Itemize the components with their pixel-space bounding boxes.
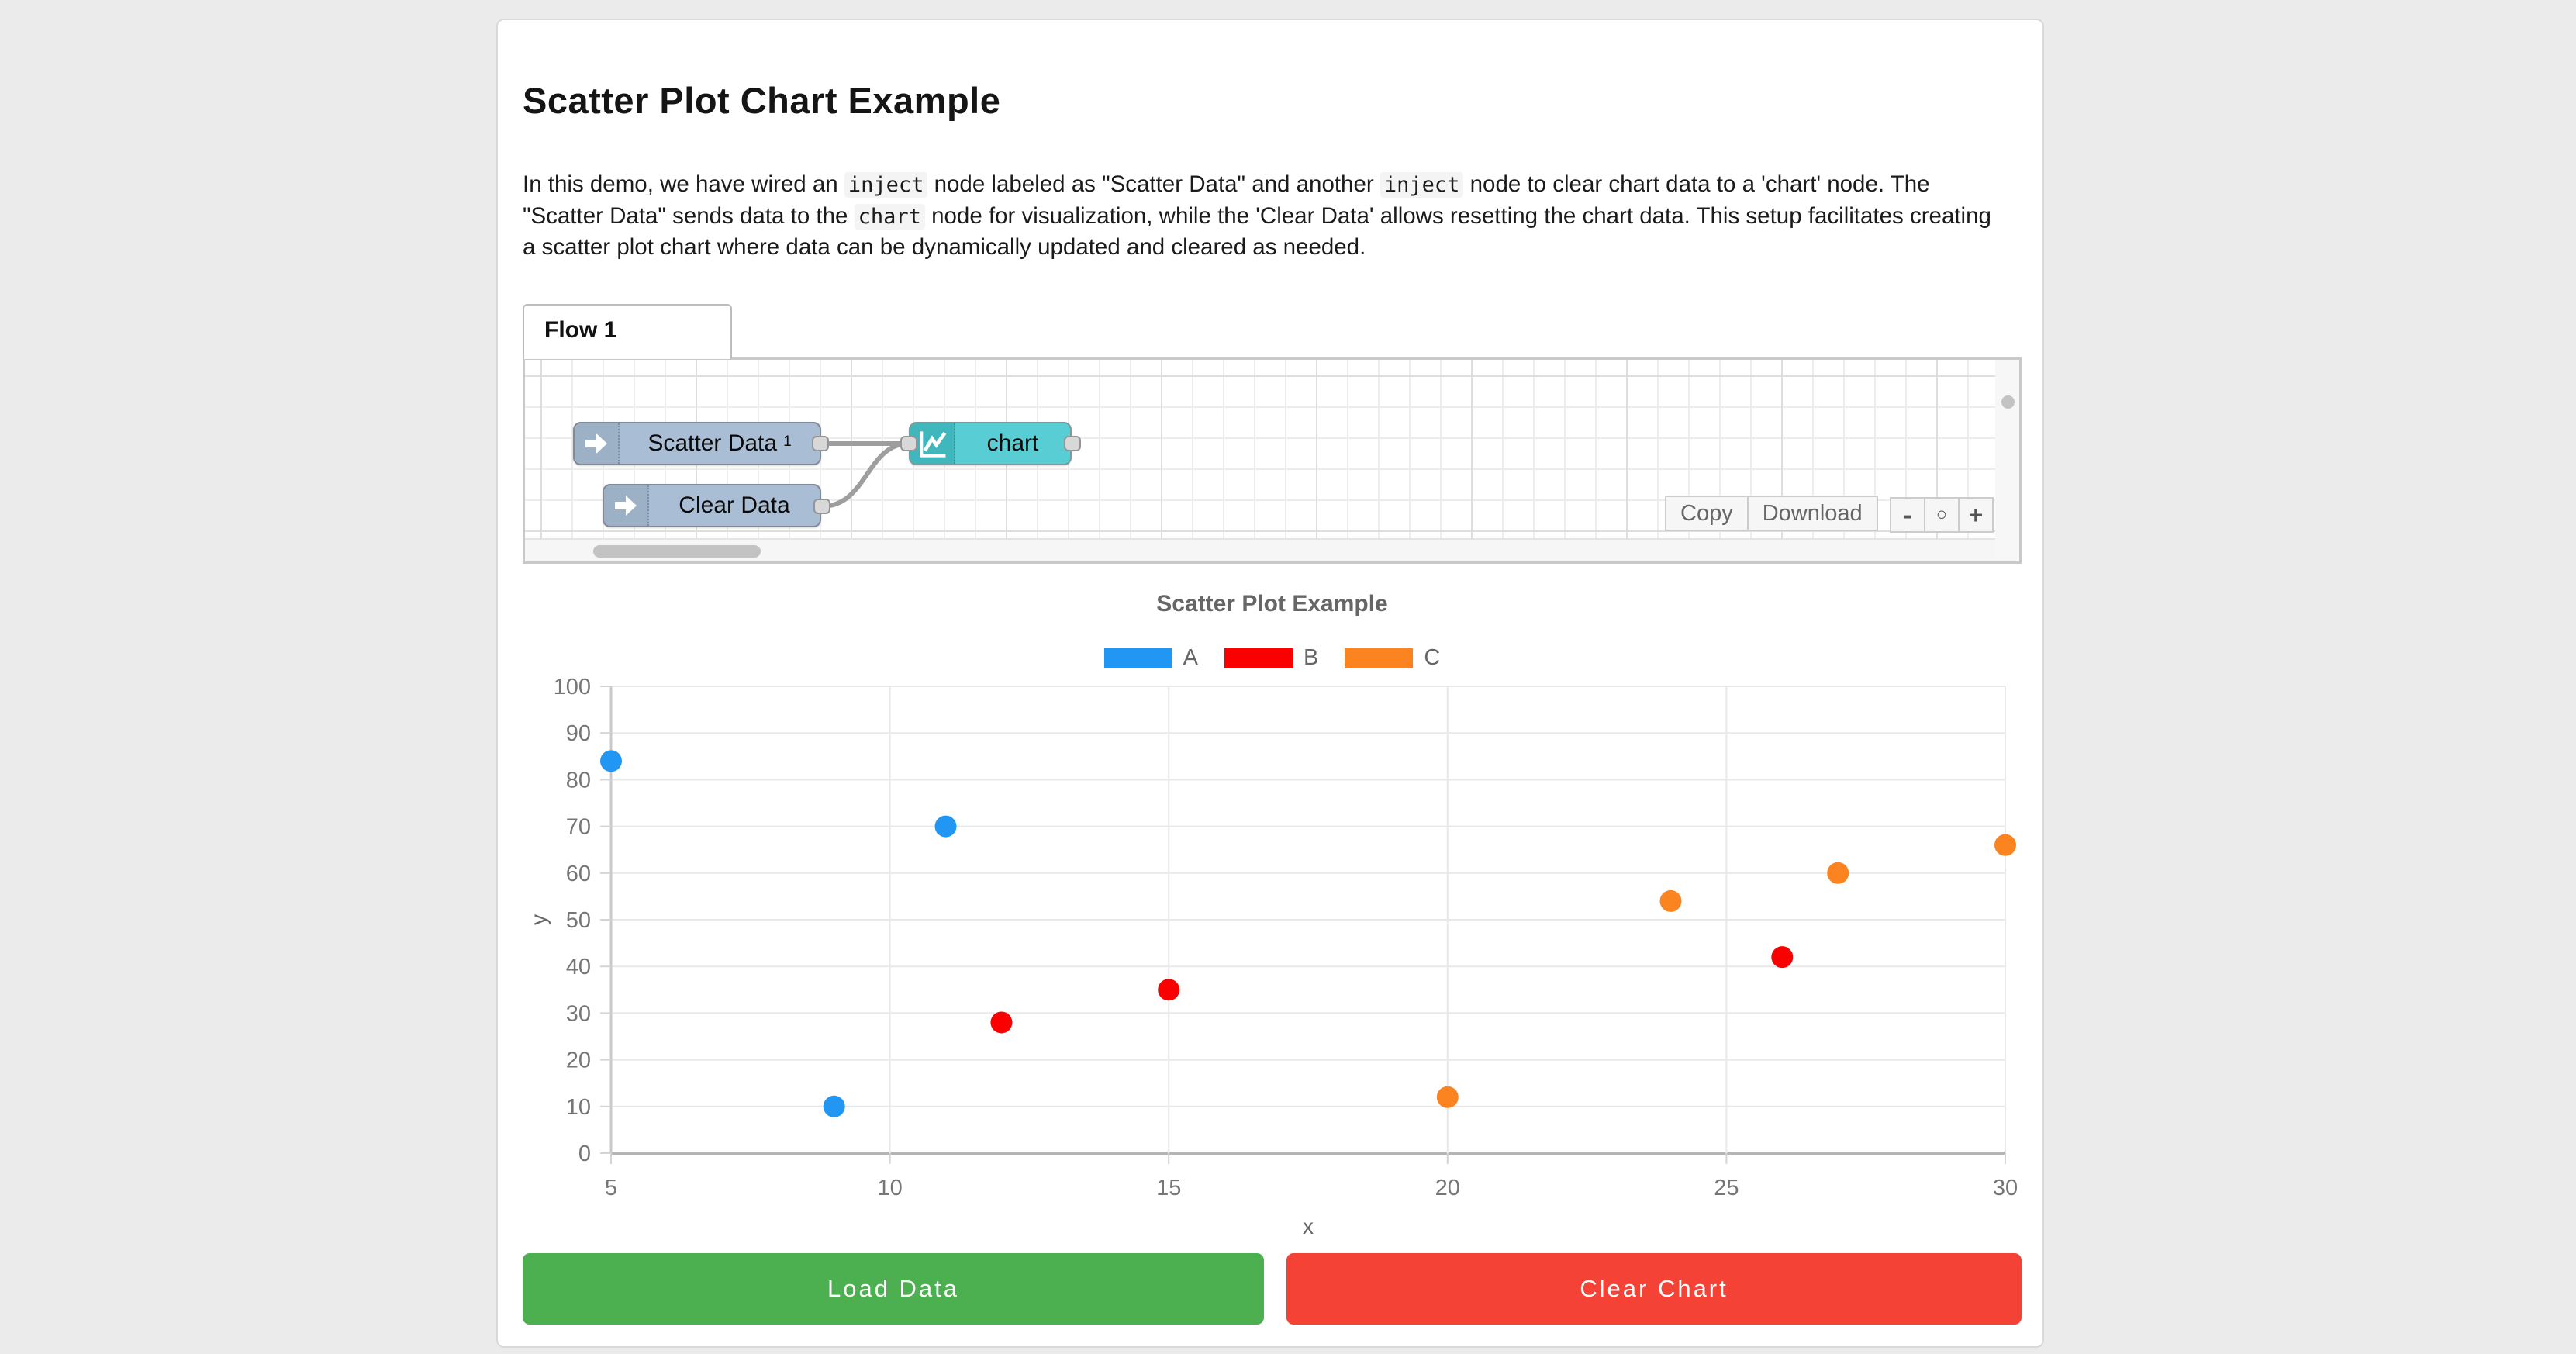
- wire-clear-to-chart: [820, 441, 911, 509]
- scatter-point-A[interactable]: [823, 1095, 845, 1117]
- scatter-point-B[interactable]: [1771, 946, 1794, 969]
- x-tick-label: 5: [605, 1176, 617, 1200]
- y-tick-label: 60: [566, 862, 591, 886]
- scatter-point-A[interactable]: [600, 750, 622, 772]
- x-tick-label: 15: [1156, 1176, 1181, 1200]
- output-port: [813, 499, 830, 514]
- legend-swatch: [1345, 648, 1414, 668]
- inline-code: inject: [844, 172, 928, 198]
- legend-label: C: [1424, 645, 1441, 670]
- inline-code: chart: [854, 203, 925, 230]
- legend-label: B: [1304, 645, 1319, 670]
- download-button[interactable]: Download: [1746, 496, 1878, 531]
- y-axis-label: y: [527, 914, 551, 925]
- clear-chart-button[interactable]: Clear Chart: [1286, 1253, 2022, 1325]
- inject-arrow-icon: [604, 485, 649, 526]
- x-axis-label: x: [1303, 1214, 1314, 1238]
- output-port: [1064, 436, 1081, 451]
- inject-arrow-icon: [575, 423, 620, 464]
- output-port: [812, 436, 829, 451]
- description-text: node labeled as "Scatter Data" and anoth…: [927, 171, 1380, 197]
- scatter-point-C[interactable]: [1659, 889, 1682, 912]
- node-label: Scatter Data 1: [647, 430, 792, 456]
- scatter-point-A[interactable]: [934, 815, 957, 838]
- x-tick-label: 25: [1714, 1176, 1739, 1200]
- x-tick-label: 10: [877, 1176, 902, 1200]
- legend-label: A: [1183, 645, 1199, 670]
- description-text: node for visualization, while the 'Clear…: [523, 202, 1991, 261]
- zoom-reset-button[interactable]: ○: [1924, 497, 1960, 533]
- scatter-point-B[interactable]: [1158, 979, 1180, 1001]
- y-tick-label: 30: [566, 1001, 591, 1026]
- description-paragraph: In this demo, we have wired an inject no…: [523, 169, 1999, 263]
- horizontal-scrollbar[interactable]: [525, 538, 1995, 561]
- chart-legend: A B C: [523, 645, 2022, 671]
- x-tick-label: 30: [1993, 1176, 2018, 1200]
- page-title: Scatter Plot Chart Example: [523, 80, 1001, 121]
- zoom-in-button[interactable]: +: [1958, 497, 1994, 533]
- y-tick-label: 20: [566, 1048, 591, 1073]
- flow-tab[interactable]: Flow 1: [523, 304, 732, 359]
- legend-item-A[interactable]: A: [1103, 645, 1199, 671]
- scatter-point-B[interactable]: [990, 1011, 1013, 1034]
- node-scatter-data[interactable]: Scatter Data 1: [573, 422, 821, 465]
- line-chart-icon: [910, 423, 955, 464]
- scatter-point-C[interactable]: [1827, 862, 1849, 884]
- y-tick-label: 90: [566, 721, 591, 746]
- x-tick-label: 20: [1435, 1176, 1460, 1200]
- inline-code: inject: [1380, 172, 1464, 198]
- y-tick-label: 50: [566, 908, 591, 933]
- y-tick-label: 80: [566, 768, 591, 793]
- y-tick-label: 100: [554, 675, 591, 699]
- legend-swatch: [1224, 648, 1293, 668]
- zoom-out-button[interactable]: -: [1890, 497, 1925, 533]
- load-data-button[interactable]: Load Data: [523, 1253, 1264, 1325]
- scatter-chart: Scatter Plot Example A B C 5 10 15 20 25 30 0 10 2…: [523, 580, 2022, 1253]
- legend-item-C[interactable]: C: [1345, 645, 1440, 671]
- node-clear-data[interactable]: Clear Data: [603, 484, 821, 527]
- chart-plot-svg: 5 10 15 20 25 30 0 10 20 30 40 50 60 70 80 90 100 x y: [527, 675, 2018, 1238]
- flow-tab-label: Flow 1: [544, 316, 617, 343]
- input-port: [900, 436, 917, 451]
- node-label: Clear Data: [679, 492, 790, 518]
- scatter-point-C[interactable]: [1994, 834, 2016, 856]
- node-label: chart: [986, 430, 1039, 456]
- scatter-point-C[interactable]: [1436, 1086, 1459, 1108]
- wire-layer: [818, 441, 911, 509]
- chart-title: Scatter Plot Example: [1156, 591, 1388, 617]
- flow-canvas[interactable]: Scatter Data 1 Clear Data: [523, 357, 2022, 564]
- vertical-scrollbar-thumb[interactable]: [2001, 395, 2015, 409]
- copy-button[interactable]: Copy: [1665, 496, 1749, 531]
- description-text: node to clear chart data to a 'chart' no…: [523, 171, 1930, 229]
- node-chart[interactable]: chart: [909, 422, 1072, 465]
- description-text: In this demo, we have wired an: [523, 171, 844, 197]
- y-tick-label: 0: [578, 1142, 591, 1166]
- legend-swatch: [1103, 648, 1172, 668]
- legend-item-B[interactable]: B: [1224, 645, 1318, 671]
- y-tick-label: 40: [566, 955, 591, 979]
- horizontal-scrollbar-thumb[interactable]: [593, 545, 761, 558]
- y-tick-label: 10: [566, 1095, 591, 1120]
- content-card: Scatter Plot Chart Example In this demo,…: [496, 19, 2044, 1348]
- y-tick-label: 70: [566, 815, 591, 840]
